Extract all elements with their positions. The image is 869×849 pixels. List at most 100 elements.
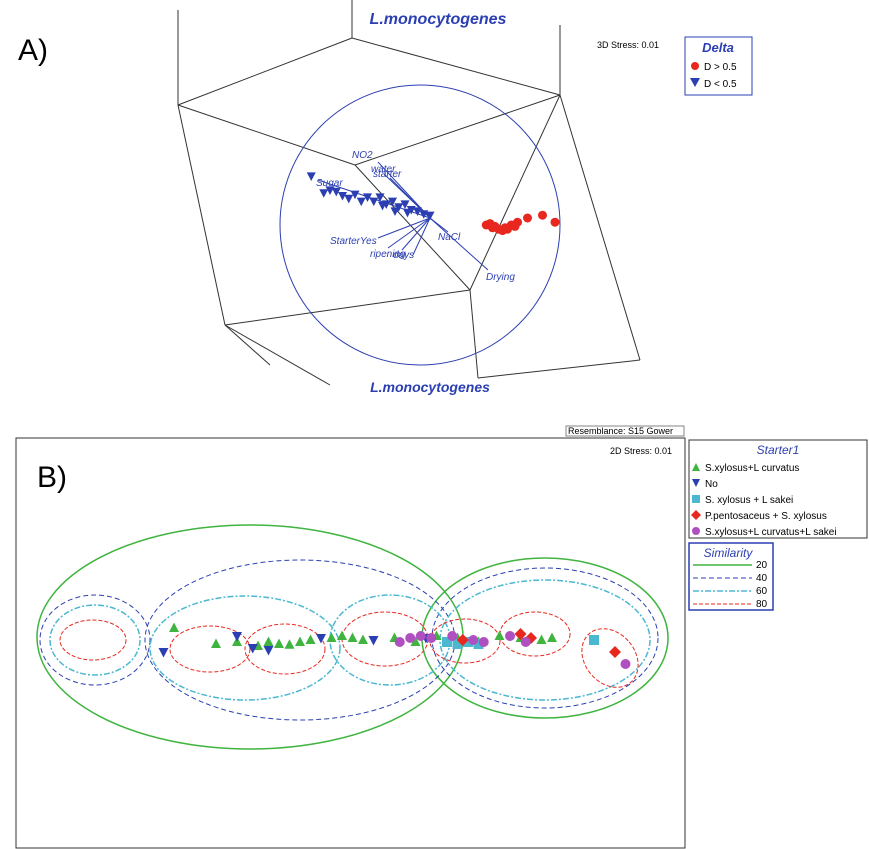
point-b-triangle-down xyxy=(316,634,326,644)
contour-60-d xyxy=(439,579,651,701)
plot-frame-b xyxy=(15,437,686,849)
point-b-circle xyxy=(426,633,437,643)
point-b-triangle-up xyxy=(494,630,505,640)
resemblance-box xyxy=(565,425,685,437)
legend-similarity-title: Similarity xyxy=(704,546,754,560)
point-a-triangle-down xyxy=(331,187,341,197)
point-b-triangle-up xyxy=(274,638,284,648)
legend-starter-marker-1 xyxy=(692,463,700,471)
point-a-triangle-down xyxy=(369,197,379,207)
point-b-triangle-down xyxy=(232,632,242,642)
point-b-triangle-up xyxy=(284,639,295,649)
panel-a-letter: A) xyxy=(18,34,48,67)
point-a-triangle-down xyxy=(388,197,397,207)
point-b-triangle-down xyxy=(368,636,379,646)
point-b-triangle-up xyxy=(211,638,221,648)
point-b-circle xyxy=(405,633,416,643)
point-a-circle xyxy=(503,224,512,234)
panel-a: A) xyxy=(18,0,753,395)
vec-label-water: water xyxy=(371,164,396,175)
point-b-triangle-up xyxy=(337,630,347,640)
legend-delta-label-1: D > 0.5 xyxy=(704,62,737,73)
axis-label-top: L.monocytogenes xyxy=(370,11,507,28)
vec-label-starteryes: StarterYes xyxy=(330,236,377,247)
point-a-triangle-down xyxy=(338,192,347,201)
point-b-triangle-up xyxy=(305,634,316,644)
cube-frame xyxy=(177,0,641,386)
point-b-square xyxy=(452,639,463,649)
point-b-circle xyxy=(415,631,426,641)
legend-delta-label-2: D < 0.5 xyxy=(704,79,737,90)
legend-starter-label-3: S. xylosus + L sakei xyxy=(705,495,793,506)
point-a-circle xyxy=(523,213,532,223)
point-b-triangle-up xyxy=(347,632,358,642)
point-b-circle xyxy=(520,637,531,647)
panel-a-points xyxy=(306,172,560,236)
legend-similarity-label-80: 80 xyxy=(756,599,768,610)
contour-80-g xyxy=(581,628,639,688)
point-b-triangle-down xyxy=(263,646,274,656)
point-b-triangle-up xyxy=(263,636,274,646)
point-b-triangle-up xyxy=(169,622,179,632)
point-a-triangle-down xyxy=(378,201,387,211)
legend-delta-triangle-marker xyxy=(690,78,700,87)
panel-b-letter: B) xyxy=(37,461,67,494)
point-a-circle xyxy=(485,219,495,229)
vec-label-days: days xyxy=(393,250,414,261)
point-b-circle xyxy=(505,631,515,641)
legend-similarity: Similarity 20 40 60 80 xyxy=(688,542,774,611)
legend-starter-marker-2 xyxy=(692,479,700,487)
point-b-triangle-up xyxy=(410,636,421,646)
point-b-triangle-down xyxy=(247,644,258,654)
vec-label-ripening: ripening xyxy=(370,249,406,260)
legend-starter-title: Starter1 xyxy=(757,443,800,457)
point-a-triangle-down xyxy=(413,207,422,216)
point-b-circle xyxy=(620,659,631,669)
legend-starter-marker-3 xyxy=(692,495,700,503)
legend-similarity-label-60: 60 xyxy=(756,586,768,597)
point-b-circle xyxy=(394,637,405,647)
stress-a: 3D Stress: 0.01 xyxy=(597,40,659,50)
contour-80-a xyxy=(59,619,127,661)
point-b-square xyxy=(589,635,599,645)
point-a-triangle-down xyxy=(344,194,354,204)
point-a-circle xyxy=(538,210,547,220)
vec-label-sugar: Sugar xyxy=(316,178,343,189)
contour-80-c xyxy=(244,623,326,675)
legend-delta: Delta D > 0.5 D < 0.5 xyxy=(684,36,753,96)
legend-starter-marker-5 xyxy=(692,527,700,535)
legend-similarity-label-40: 40 xyxy=(756,573,768,584)
point-a-triangle-down xyxy=(403,208,412,218)
point-b-square xyxy=(473,639,484,649)
point-b-triangle-down xyxy=(158,648,169,658)
point-b-triangle-up xyxy=(295,636,305,646)
point-b-triangle-up xyxy=(547,632,557,642)
legend-starter-marker-4 xyxy=(691,510,701,520)
point-a-triangle-down xyxy=(306,172,316,181)
legend-starter-label-4: P.pentosaceus + S. xylosus xyxy=(705,511,827,522)
axis-label-bottom: L.monocytogenes xyxy=(370,379,490,395)
contour-40-a xyxy=(39,594,151,686)
legend-starter-label-2: No xyxy=(705,479,718,490)
point-a-circle xyxy=(510,221,520,231)
point-a-triangle-down xyxy=(375,193,385,202)
point-a-triangle-down xyxy=(356,197,366,207)
point-b-circle xyxy=(468,635,479,645)
point-a-triangle-down xyxy=(363,193,372,202)
vec-label-starter: starter xyxy=(373,169,402,180)
resemblance-label: Resemblance: S15 Gower xyxy=(568,426,673,436)
legend-similarity-label-20: 20 xyxy=(756,560,768,571)
contour-80-b xyxy=(169,625,251,673)
point-b-square xyxy=(463,637,473,647)
correlation-circle xyxy=(279,84,561,366)
point-b-triangle-up xyxy=(358,634,368,644)
contour-60-a xyxy=(49,604,141,676)
point-b-diamond xyxy=(514,628,527,640)
panel-b-points xyxy=(158,622,631,669)
point-a-triangle-down xyxy=(319,189,329,198)
panel-b: Resemblance: S15 Gower B) 2D Stress: 0.0… xyxy=(15,425,868,849)
point-b-diamond xyxy=(456,634,469,646)
point-b-circle xyxy=(478,637,489,647)
legend-starter-label-5: S.xylosus+L curvatus+L sakei xyxy=(705,527,837,538)
